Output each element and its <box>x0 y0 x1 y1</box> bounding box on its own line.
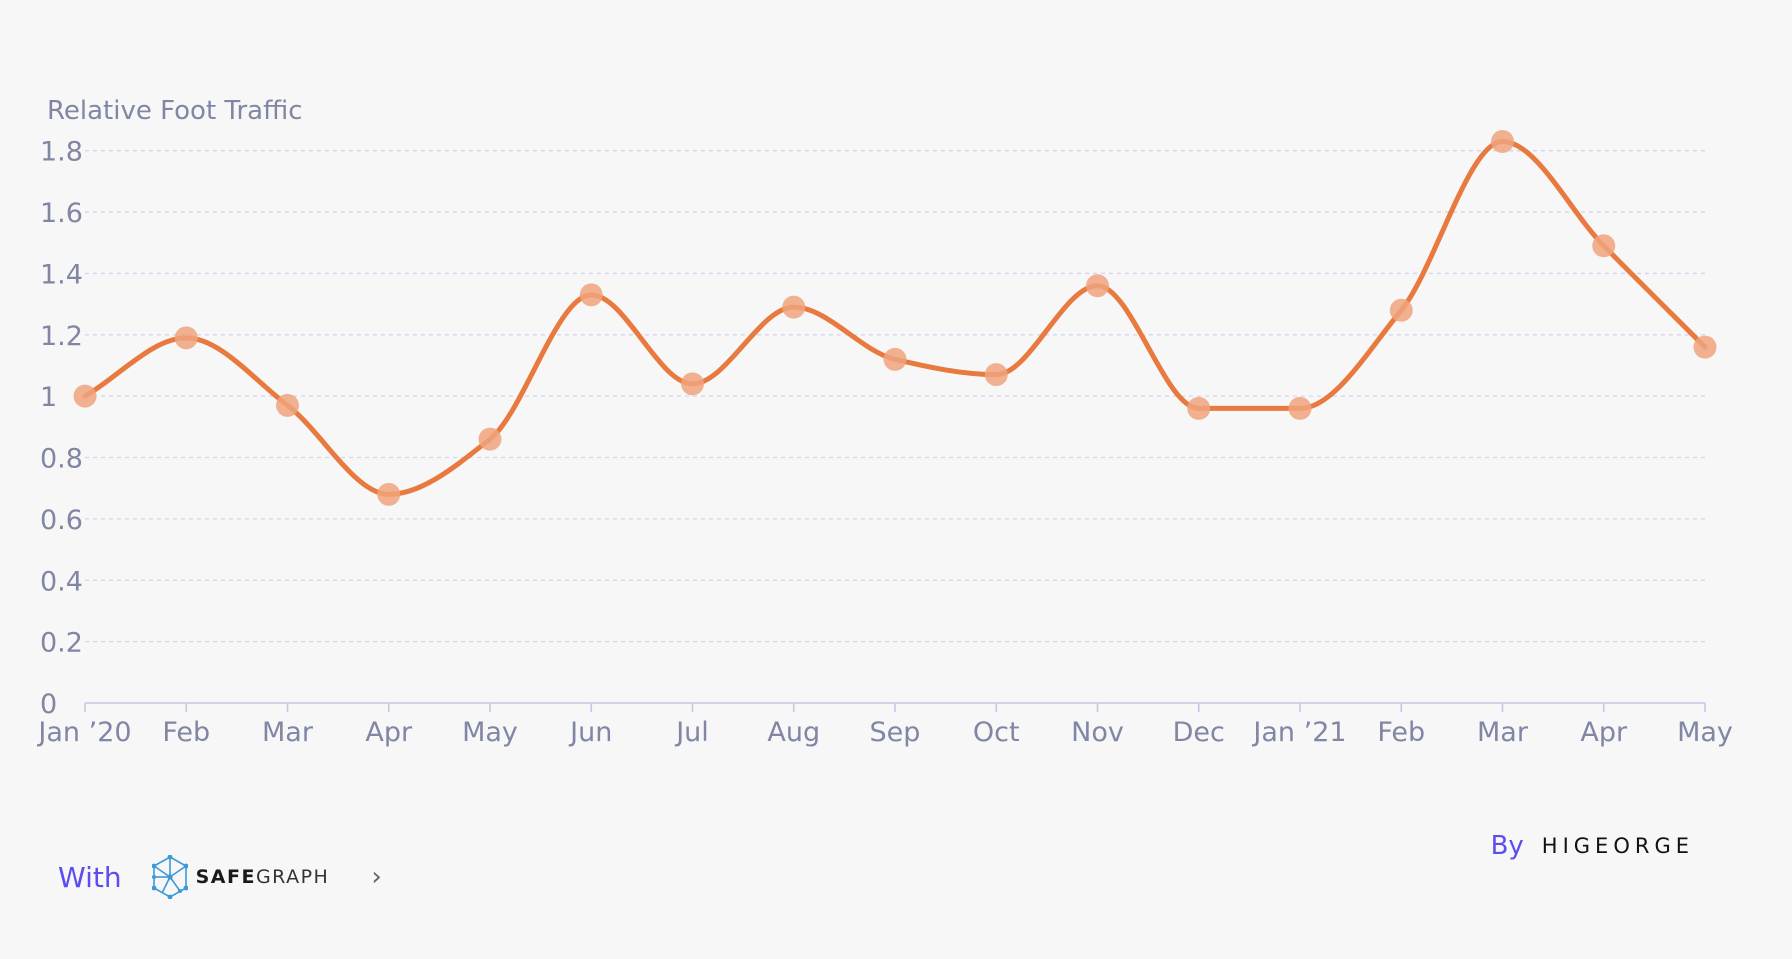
safegraph-wordmark: SAFEGRAPH <box>196 866 330 888</box>
x-tick-label: Oct <box>973 717 1020 748</box>
data-point[interactable] <box>984 363 1008 387</box>
data-point[interactable] <box>1491 129 1514 153</box>
y-tick-label: 0 <box>40 689 57 720</box>
data-point[interactable] <box>174 326 198 350</box>
data-points <box>73 129 1717 506</box>
x-tick-label: Mar <box>1477 717 1529 748</box>
x-tick-label: Feb <box>1377 717 1425 748</box>
x-tick-label: Dec <box>1173 717 1225 748</box>
author-credit: By HIGEORGE <box>1491 826 1694 866</box>
higeorge-logo-link[interactable]: HIGEORGE <box>1541 834 1694 858</box>
chevron-right-icon[interactable]: › <box>371 862 382 892</box>
data-point[interactable] <box>1693 335 1717 359</box>
grid-lines <box>85 150 1705 643</box>
data-source-credit: With SAFEGR <box>58 855 382 899</box>
y-tick-label: 0.4 <box>40 566 83 597</box>
x-tick-label: Sep <box>870 717 921 748</box>
x-tick-label: May <box>462 717 518 748</box>
x-tick-label: Nov <box>1071 717 1124 748</box>
data-series <box>82 138 1708 497</box>
x-tick-label: Jan ’21 <box>1251 717 1346 748</box>
by-label: By <box>1490 831 1524 861</box>
y-tick-label: 1.6 <box>40 198 83 229</box>
data-point[interactable] <box>1288 396 1312 420</box>
data-point[interactable] <box>579 283 603 307</box>
with-label: With <box>58 860 122 894</box>
x-tick-label: Jan ’20 <box>36 717 131 748</box>
x-tick-label: Apr <box>1580 717 1628 748</box>
safegraph-logo-link[interactable]: SAFEGRAPH <box>151 855 330 899</box>
data-point[interactable] <box>73 384 97 408</box>
data-point[interactable] <box>377 482 401 506</box>
y-tick-label: 1.2 <box>40 321 83 352</box>
data-point[interactable] <box>1086 274 1109 298</box>
x-tick-label: May <box>1677 717 1733 748</box>
data-point[interactable] <box>478 427 502 451</box>
x-tick-label: Aug <box>767 717 820 748</box>
x-tick-label: Jul <box>674 717 709 748</box>
data-point[interactable] <box>1187 396 1211 420</box>
y-tick-label: 0.2 <box>40 628 83 659</box>
data-point[interactable] <box>883 347 907 371</box>
x-tick-label: Jun <box>568 717 612 748</box>
data-point[interactable] <box>782 295 806 319</box>
x-tick-label: Mar <box>262 717 314 748</box>
safegraph-wordmark-light: GRAPH <box>255 866 330 888</box>
data-point[interactable] <box>1389 298 1413 322</box>
y-tick-label: 1.4 <box>40 259 83 290</box>
y-tick-label: 1 <box>40 382 57 413</box>
y-tick-label: 0.8 <box>40 444 83 475</box>
series-line <box>82 138 1708 497</box>
x-tick-label: Apr <box>365 717 413 748</box>
axes: 0 0.2 0.4 0.6 0.8 1 1.2 1.4 1.6 1.8 Jan ’20 Feb Mar A… <box>36 137 1733 748</box>
safegraph-wordmark-bold: SAFE <box>195 866 256 888</box>
y-tick-label: 1.8 <box>40 137 83 168</box>
safegraph-logo-icon <box>151 855 188 899</box>
data-point[interactable] <box>1592 234 1616 258</box>
y-axis-title: Relative Foot Traffic <box>47 96 303 126</box>
y-tick-label: 0.6 <box>40 505 83 536</box>
data-point[interactable] <box>681 372 704 396</box>
x-tick-label: Feb <box>162 717 210 748</box>
data-point[interactable] <box>276 393 299 417</box>
